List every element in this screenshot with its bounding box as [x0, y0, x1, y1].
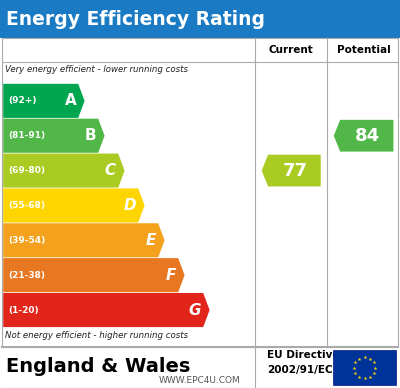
- Polygon shape: [262, 155, 321, 187]
- Bar: [0, 0, 400, 38]
- Text: (81-91): (81-91): [8, 131, 45, 140]
- Text: EU Directive
2002/91/EC: EU Directive 2002/91/EC: [267, 350, 340, 375]
- Text: Not energy efficient - higher running costs: Not energy efficient - higher running co…: [5, 331, 188, 340]
- Text: (21-38): (21-38): [8, 271, 45, 280]
- Text: B: B: [84, 128, 96, 143]
- Text: Energy Efficiency Rating: Energy Efficiency Rating: [6, 10, 265, 28]
- Text: G: G: [189, 303, 201, 317]
- Text: WWW.EPC4U.COM: WWW.EPC4U.COM: [159, 376, 241, 385]
- Text: 77: 77: [283, 161, 308, 180]
- Text: (1-20): (1-20): [8, 305, 39, 315]
- Text: (39-54): (39-54): [8, 236, 45, 245]
- Text: F: F: [166, 268, 176, 283]
- Text: A: A: [64, 94, 76, 108]
- Text: Potential: Potential: [337, 45, 390, 55]
- Polygon shape: [334, 120, 394, 152]
- Text: C: C: [105, 163, 116, 178]
- Polygon shape: [3, 189, 145, 222]
- Text: 84: 84: [355, 127, 380, 145]
- Polygon shape: [3, 84, 85, 118]
- Polygon shape: [3, 223, 165, 257]
- Text: Current: Current: [269, 45, 314, 55]
- Polygon shape: [3, 293, 210, 327]
- Text: E: E: [146, 233, 156, 248]
- Text: Very energy efficient - lower running costs: Very energy efficient - lower running co…: [5, 65, 188, 74]
- Text: (92+): (92+): [8, 96, 36, 106]
- Text: (69-80): (69-80): [8, 166, 45, 175]
- Bar: [333, 350, 396, 385]
- Text: D: D: [124, 198, 136, 213]
- Bar: [2, 38, 398, 347]
- Text: England & Wales: England & Wales: [6, 357, 190, 376]
- Polygon shape: [3, 154, 125, 188]
- Polygon shape: [3, 258, 185, 292]
- Polygon shape: [3, 119, 105, 153]
- Text: (55-68): (55-68): [8, 201, 45, 210]
